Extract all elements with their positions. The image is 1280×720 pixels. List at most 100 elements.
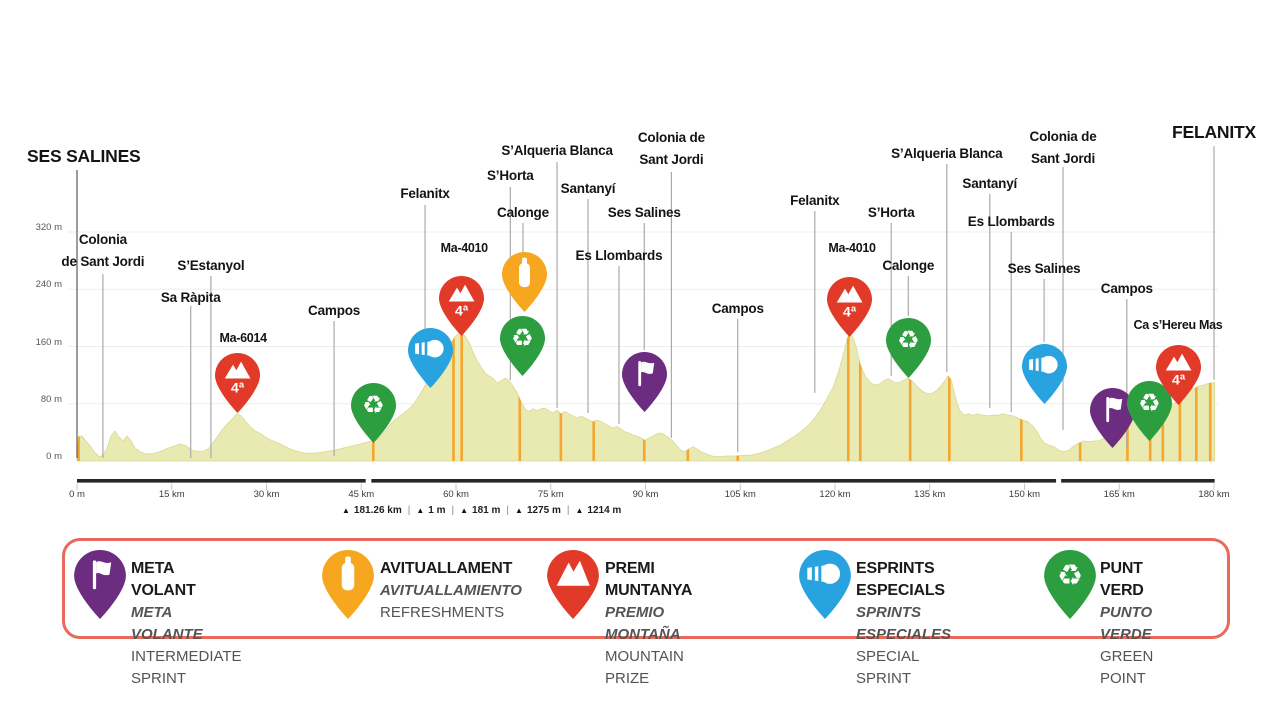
- y-axis-tick-label: 160 m: [35, 336, 62, 348]
- town-label: Calonge: [882, 258, 935, 273]
- legend-box: META VOLANT META VOLANTE INTERMEDIATE SPRI…: [62, 538, 1230, 687]
- elevation-profile-area: [76, 332, 1215, 462]
- stat-value: 181.26 km: [353, 505, 402, 516]
- legend-line: REFRESHMENTS: [380, 604, 505, 621]
- legend-line: AVITUALLAMENT: [380, 560, 513, 577]
- legend-line: META VOLANTE: [131, 604, 203, 643]
- legend-line: PREMI MUNTANYA: [605, 560, 693, 599]
- special-sprint-pin: [1021, 344, 1067, 409]
- svg-text:4ª: 4ª: [843, 304, 857, 320]
- town-label: SES SALINES: [27, 146, 141, 166]
- mountain-icon: ▲: [342, 506, 350, 515]
- x-axis-tick-label: 150 km: [1008, 489, 1041, 500]
- x-axis-tick-label: 135 km: [914, 489, 946, 500]
- legend-line: MOUNTAIN PRIZE: [605, 648, 684, 687]
- x-axis-tick-label: 45 km: [348, 489, 375, 500]
- stats-separator: |: [407, 505, 411, 516]
- legend-line: SPRINTS ESPECIALES: [856, 604, 952, 643]
- svg-text:♻: ♻: [511, 323, 534, 352]
- mountain-icon: ▲: [460, 506, 469, 515]
- x-axis-tick-label: 75 km: [537, 489, 564, 500]
- x-axis-tick-label: 105 km: [724, 489, 756, 500]
- svg-text:4ª: 4ª: [231, 380, 245, 396]
- axis-bar-segment: [371, 479, 1057, 483]
- town-label: Felanitx: [790, 193, 840, 208]
- town-label: Ma-4010: [440, 241, 489, 255]
- recycle-pin-icon: ♻: [1044, 550, 1096, 624]
- mountain-prize-pin: 4ª: [214, 353, 260, 418]
- town-label: Es Llombards: [967, 214, 1055, 229]
- town-label: Santanyí: [560, 181, 616, 196]
- town-label: Ma-6014: [219, 331, 268, 345]
- mountain-prize-pin: 4ª: [1155, 345, 1201, 410]
- town-label: Ca s’Hereu Mas: [1133, 318, 1223, 332]
- legend-line: INTERMEDIATE SPRINT: [131, 648, 242, 687]
- town-label: Ma-4010: [828, 241, 876, 255]
- x-axis-tick-label: 90 km: [632, 489, 659, 500]
- green-point-pin: ♻: [499, 316, 545, 381]
- stage-stats: ▲ 181.26 km | ▲ 1 m | ▲ 181 m | ▲ 1275 m | ▲ 1214 m: [336, 505, 621, 516]
- town-label: Colonia de Sant Jordi: [637, 130, 705, 167]
- x-axis-tick-label: 30 km: [253, 489, 280, 500]
- legend-item-text: AVITUALLAMENT AVITUALLAMIENTO REFRESHMENTS: [380, 558, 522, 624]
- y-axis-tick-label: 320 m: [35, 222, 62, 233]
- svg-text:4ª: 4ª: [1171, 372, 1185, 388]
- legend-line: PUNTO VERDE: [1100, 604, 1153, 643]
- town-label: S’Alqueria Blanca: [501, 143, 613, 158]
- svg-text:♻: ♻: [1138, 388, 1161, 417]
- stats-separator: |: [566, 505, 570, 516]
- legend-line: SPECIAL SPRINT: [856, 648, 919, 687]
- x-axis-tick-label: 120 km: [819, 489, 851, 500]
- town-label: Es Llombards: [575, 248, 663, 263]
- svg-text:♻: ♻: [1057, 558, 1083, 592]
- mountain-icon: ▲: [416, 506, 425, 515]
- bottle-pin-icon: [322, 550, 374, 624]
- town-label: S’Estanyol: [177, 258, 245, 273]
- town-label: Felanitx: [400, 186, 450, 201]
- axis-bar-segment: [1061, 479, 1215, 483]
- mountain-prize-pin: 4ª: [827, 277, 873, 342]
- town-label: Santanyí: [962, 176, 1018, 191]
- legend-item-text: META VOLANT META VOLANTE INTERMEDIATE SPRI…: [131, 558, 242, 690]
- y-axis-tick-label: 80 m: [40, 393, 62, 405]
- town-label: S’Horta: [867, 205, 915, 220]
- stat-value: 1 m: [428, 505, 446, 516]
- town-label: Campos: [308, 303, 361, 318]
- legend-line: GREEN POINT: [1100, 648, 1154, 687]
- intermediate-sprint-pin: [1089, 388, 1135, 453]
- stats-separator: |: [506, 505, 510, 516]
- x-axis-tick-label: 0 m: [69, 489, 85, 500]
- town-label: S’Alqueria Blanca: [891, 146, 1003, 161]
- town-label: Ses Salines: [607, 205, 681, 220]
- svg-text:♻: ♻: [898, 325, 921, 354]
- intermediate-sprint-pin: [621, 352, 667, 417]
- x-axis-tick-label: 165 km: [1103, 489, 1135, 500]
- legend-line: META VOLANT: [131, 560, 196, 599]
- x-axis-tick-label: 60 km: [443, 489, 469, 500]
- y-axis-tick-label: 0 m: [46, 451, 62, 462]
- axis-bar-segment: [77, 479, 366, 483]
- comet-pin-icon: [799, 550, 851, 624]
- flag-pin-icon: [74, 550, 126, 624]
- town-label: Campos: [1100, 281, 1153, 296]
- mountain-icon: ▲: [575, 506, 584, 515]
- stat-value: 181 m: [472, 505, 501, 516]
- refreshments-pin: [501, 252, 547, 317]
- green-point-pin: ♻: [886, 318, 932, 383]
- legend-item-text: ESPRINTS ESPECIALS SPRINTS ESPECIALES SPEC…: [856, 558, 951, 690]
- svg-text:♻: ♻: [362, 390, 385, 419]
- legend-line: ESPRINTS ESPECIALS: [856, 560, 945, 599]
- town-label: Sa Ràpita: [160, 290, 221, 305]
- legend-line: PUNT VERD: [1100, 560, 1144, 599]
- x-axis-tick-label: 15 km: [158, 489, 185, 500]
- town-label: FELANITX: [1172, 122, 1256, 142]
- town-label: S’Horta: [487, 168, 534, 183]
- legend-item-text: PREMI MUNTANYA PREMIO MONTAÑA MOUNTAIN PRI…: [605, 558, 692, 690]
- stats-separator: |: [451, 505, 455, 516]
- mountain-icon: ▲: [515, 506, 523, 515]
- green-point-pin: ♻: [350, 383, 396, 448]
- x-axis-tick-label: 180 km: [1198, 489, 1230, 500]
- svg-text:4ª: 4ª: [454, 303, 468, 319]
- stat-value: 1214 m: [587, 505, 622, 516]
